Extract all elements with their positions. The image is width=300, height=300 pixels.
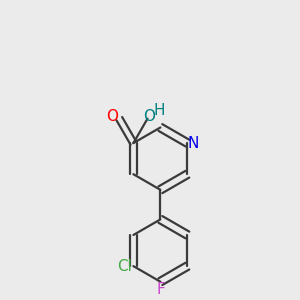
Text: Cl: Cl [117,259,132,274]
Text: N: N [188,136,199,151]
Text: O: O [106,109,118,124]
Text: H: H [154,103,165,118]
Text: O: O [143,109,155,124]
Text: F: F [156,282,165,297]
